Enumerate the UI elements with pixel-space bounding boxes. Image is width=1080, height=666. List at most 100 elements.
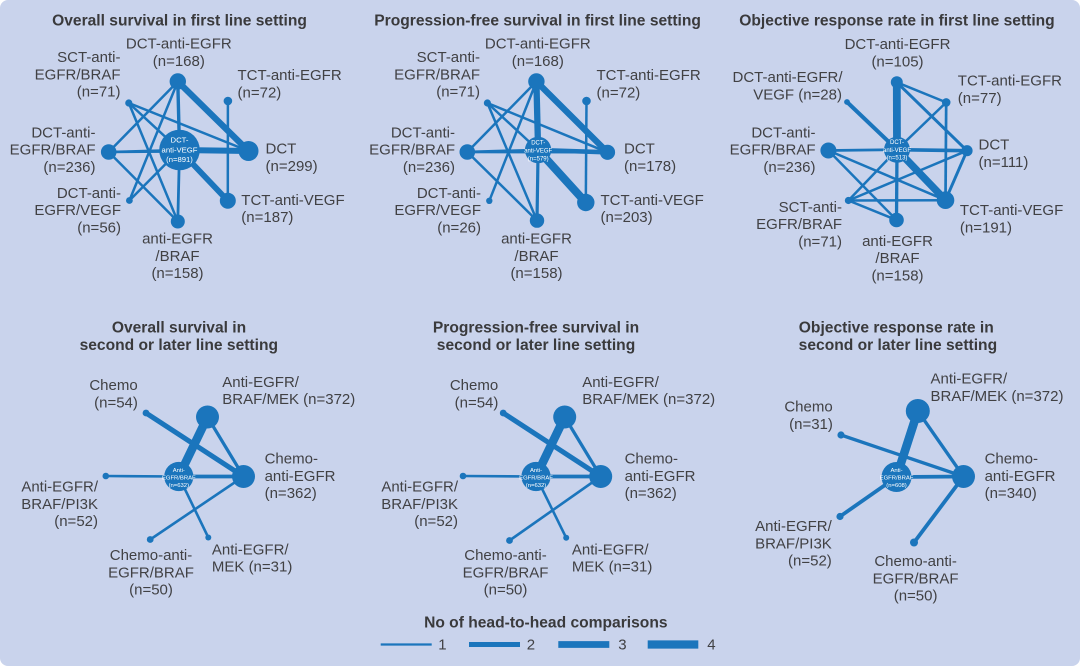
- svg-text:BRAF/MEK (n=372): BRAF/MEK (n=372): [222, 391, 355, 408]
- svg-text:(n=77): (n=77): [958, 90, 1002, 107]
- svg-text:anti-EGFR: anti-EGFR: [862, 233, 933, 250]
- svg-text:(n=54): (n=54): [94, 395, 138, 412]
- svg-text:(n=56): (n=56): [77, 219, 121, 236]
- svg-text:(n=158): (n=158): [151, 265, 203, 282]
- svg-text:(n=52): (n=52): [54, 513, 98, 530]
- svg-text:EGFR/BRAF: EGFR/BRAF: [162, 475, 196, 481]
- svg-text:DCT: DCT: [979, 137, 1010, 154]
- svg-text:MEK (n=31): MEK (n=31): [212, 559, 292, 576]
- svg-text:Anti-EGFR/: Anti-EGFR/: [21, 479, 99, 496]
- svg-text:(n=187): (n=187): [241, 209, 293, 226]
- svg-text:2: 2: [527, 637, 535, 654]
- svg-text:(n=891): (n=891): [166, 155, 193, 164]
- svg-text:SCT-anti-: SCT-anti-: [57, 49, 120, 66]
- svg-text:DCT-anti-EGFR: DCT-anti-EGFR: [485, 36, 591, 53]
- svg-text:(n=105): (n=105): [871, 53, 923, 70]
- svg-text:EGFR/BRAF: EGFR/BRAF: [756, 216, 842, 233]
- svg-text:TCT-anti-VEGF: TCT-anti-VEGF: [601, 192, 704, 209]
- svg-text:(n=579): (n=579): [528, 157, 549, 163]
- svg-text:(n=50): (n=50): [129, 582, 173, 599]
- svg-text:Anti-: Anti-: [530, 468, 542, 474]
- svg-text:anti-VEGF: anti-VEGF: [162, 145, 198, 154]
- svg-text:DCT-anti-: DCT-anti-: [751, 124, 815, 141]
- svg-text:second or later line setting: second or later line setting: [80, 337, 278, 354]
- svg-text:Chemo-anti-: Chemo-anti-: [110, 547, 193, 564]
- svg-text:(n=362): (n=362): [265, 485, 317, 502]
- svg-text:/BRAF: /BRAF: [155, 248, 199, 265]
- svg-text:Progression-free survival in: Progression-free survival in: [433, 320, 639, 337]
- svg-text:EGFR/BRAF: EGFR/BRAF: [730, 142, 816, 159]
- svg-text:Anti-: Anti-: [890, 468, 902, 474]
- svg-text:(n=72): (n=72): [238, 84, 282, 101]
- svg-text:DCT: DCT: [624, 141, 655, 158]
- svg-text:(n=52): (n=52): [414, 513, 458, 530]
- svg-text:Anti-: Anti-: [173, 468, 185, 474]
- svg-text:BRAF/PI3K: BRAF/PI3K: [21, 496, 98, 513]
- svg-text:1: 1: [438, 637, 446, 654]
- svg-text:anti-VEGF: anti-VEGF: [524, 149, 552, 155]
- svg-text:(n=71): (n=71): [436, 84, 480, 101]
- svg-text:DCT-anti-EGFR: DCT-anti-EGFR: [126, 36, 232, 53]
- svg-text:TCT-anti-EGFR: TCT-anti-EGFR: [958, 73, 1062, 90]
- svg-text:(n=513): (n=513): [887, 156, 908, 162]
- svg-text:DCT-anti-: DCT-anti-: [391, 124, 455, 141]
- svg-text:(n=191): (n=191): [960, 219, 1012, 236]
- svg-text:(n=203): (n=203): [601, 209, 653, 226]
- svg-text:BRAF/MEK (n=372): BRAF/MEK (n=372): [582, 391, 715, 408]
- svg-text:/BRAF: /BRAF: [514, 248, 558, 265]
- svg-text:DCT-: DCT-: [171, 136, 189, 145]
- svg-text:Chemo-anti-: Chemo-anti-: [874, 553, 957, 570]
- svg-text:Anti-EGFR/: Anti-EGFR/: [572, 542, 650, 559]
- svg-text:(n=632): (n=632): [526, 483, 547, 489]
- svg-text:DCT-anti-: DCT-anti-: [417, 185, 481, 202]
- svg-text:(n=72): (n=72): [597, 84, 641, 101]
- svg-text:(n=52): (n=52): [788, 553, 832, 570]
- svg-text:VEGF (n=28): VEGF (n=28): [753, 87, 842, 104]
- svg-text:Anti-EGFR/: Anti-EGFR/: [222, 374, 300, 391]
- svg-text:(n=236): (n=236): [43, 159, 95, 176]
- svg-text:No of head-to-head comparisons: No of head-to-head comparisons: [424, 615, 668, 632]
- svg-text:DCT-anti-: DCT-anti-: [57, 185, 121, 202]
- svg-text:Anti-EGFR/: Anti-EGFR/: [381, 479, 459, 496]
- svg-text:(n=632): (n=632): [169, 483, 190, 489]
- svg-text:Anti-EGFR/: Anti-EGFR/: [755, 518, 833, 535]
- svg-text:(n=362): (n=362): [625, 485, 677, 502]
- svg-text:(n=50): (n=50): [894, 588, 938, 605]
- svg-text:anti-EGFR: anti-EGFR: [265, 468, 336, 485]
- svg-text:EGFR/BRAF: EGFR/BRAF: [463, 564, 549, 581]
- svg-text:Objective response rate in fir: Objective response rate in first line se…: [739, 13, 1054, 30]
- svg-text:Chemo: Chemo: [89, 377, 137, 394]
- svg-text:anti-EGFR: anti-EGFR: [142, 231, 213, 248]
- svg-text:(n=236): (n=236): [403, 159, 455, 176]
- svg-text:(n=158): (n=158): [510, 265, 562, 282]
- svg-text:second or later line setting: second or later line setting: [799, 337, 997, 354]
- svg-text:(n=158): (n=158): [871, 267, 923, 284]
- svg-text:Overall survival in: Overall survival in: [112, 320, 246, 337]
- svg-text:BRAF/MEK (n=372): BRAF/MEK (n=372): [931, 388, 1064, 405]
- svg-text:(n=50): (n=50): [484, 582, 528, 599]
- svg-text:Objective response rate in: Objective response rate in: [799, 320, 994, 337]
- svg-text:Progression-free survival in f: Progression-free survival in first line …: [374, 12, 701, 29]
- svg-text:(n=168): (n=168): [512, 53, 564, 70]
- svg-text:MEK (n=31): MEK (n=31): [572, 559, 652, 576]
- svg-text:/BRAF: /BRAF: [875, 250, 919, 267]
- svg-text:Anti-EGFR/: Anti-EGFR/: [931, 371, 1009, 388]
- svg-text:DCT: DCT: [266, 141, 297, 158]
- svg-text:EGFR/BRAF: EGFR/BRAF: [880, 475, 914, 481]
- svg-text:anti-EGFR: anti-EGFR: [501, 231, 572, 248]
- svg-text:anti-VEGF: anti-VEGF: [883, 148, 911, 154]
- svg-text:(n=178): (n=178): [624, 158, 676, 175]
- svg-text:Chemo: Chemo: [784, 399, 832, 416]
- svg-text:DCT-: DCT-: [531, 141, 545, 147]
- svg-text:(n=168): (n=168): [153, 53, 205, 70]
- svg-text:TCT-anti-EGFR: TCT-anti-EGFR: [597, 67, 701, 84]
- svg-text:Chemo: Chemo: [450, 377, 498, 394]
- svg-text:EGFR/BRAF: EGFR/BRAF: [10, 142, 96, 159]
- svg-text:Overall survival in first line: Overall survival in first line setting: [52, 13, 307, 30]
- svg-text:(n=71): (n=71): [798, 233, 842, 250]
- svg-text:(n=340): (n=340): [985, 485, 1037, 502]
- svg-text:EGFR/VEGF: EGFR/VEGF: [394, 202, 481, 219]
- svg-text:(n=26): (n=26): [437, 219, 481, 236]
- svg-text:(n=299): (n=299): [266, 158, 318, 175]
- svg-text:Anti-EGFR/: Anti-EGFR/: [212, 542, 290, 559]
